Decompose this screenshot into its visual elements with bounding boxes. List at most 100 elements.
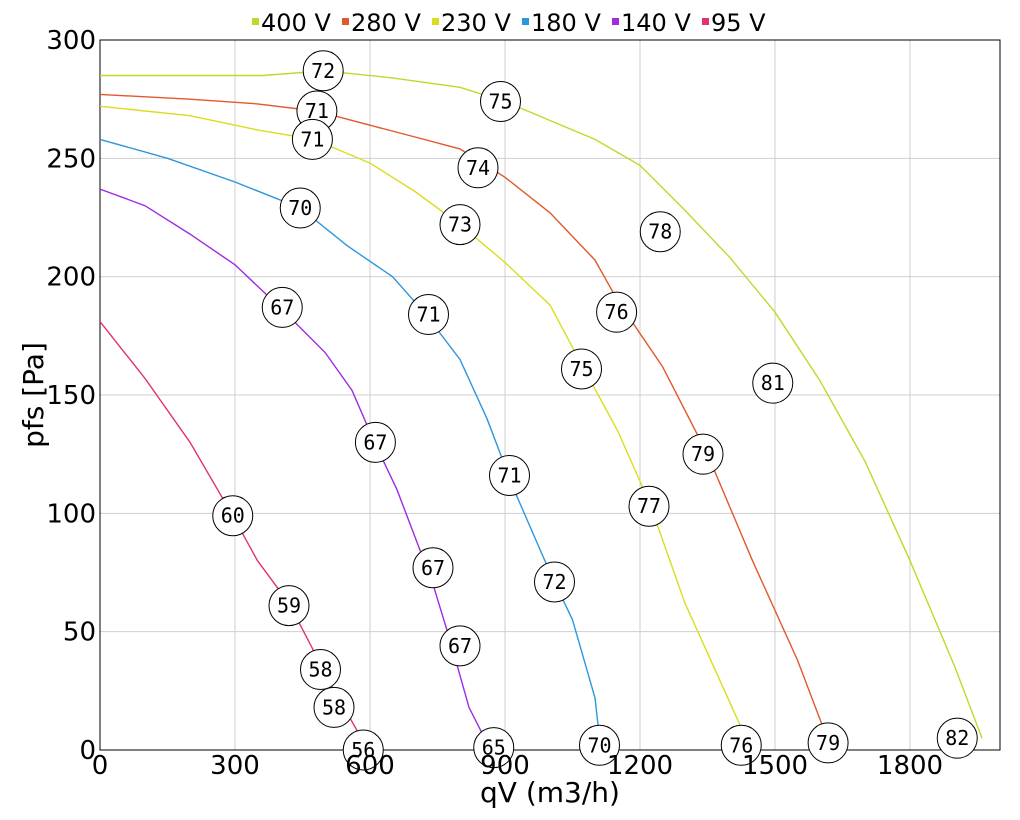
legend-label: 180 V xyxy=(531,9,601,37)
series-lines xyxy=(99,70,983,746)
data-label-value: 71 xyxy=(305,99,329,123)
data-label-circle xyxy=(300,649,341,691)
data-label-value: 77 xyxy=(637,494,661,518)
x-axis-title: qV (m3/h) xyxy=(480,776,620,809)
x-tick-label: 1200 xyxy=(607,751,673,781)
data-label-marker: 67 xyxy=(354,421,396,463)
data-label-circle xyxy=(579,724,620,766)
legend-label: 140 V xyxy=(621,9,691,37)
series-line-0 xyxy=(100,70,983,739)
data-label-value: 70 xyxy=(288,196,312,220)
data-label-marker: 79 xyxy=(807,722,849,764)
x-tick-label: 300 xyxy=(210,751,260,781)
data-label-value: 72 xyxy=(542,570,566,594)
y-tick-label: 300 xyxy=(46,26,96,56)
data-label-value: 60 xyxy=(221,504,245,528)
data-label-circle xyxy=(412,547,454,589)
series-line-4 xyxy=(99,188,488,744)
data-label-value: 70 xyxy=(587,733,611,757)
series-line-3 xyxy=(99,138,601,739)
data-label-value: 58 xyxy=(308,658,332,682)
data-label-circle xyxy=(439,204,481,246)
data-label-marker: 75 xyxy=(480,81,521,123)
y-axis-ticks: 0 50 100 150 200 250 300 xyxy=(46,26,96,766)
data-label-value: 71 xyxy=(300,127,324,151)
data-label-marker: 71 xyxy=(489,454,530,496)
data-label-marker: 74 xyxy=(457,147,499,189)
data-label-circle xyxy=(596,291,638,333)
data-label-marker: 70 xyxy=(279,187,321,229)
data-label-marker: 65 xyxy=(473,727,515,769)
data-label-marker: 72 xyxy=(302,50,344,92)
grid xyxy=(99,39,1000,751)
data-label-value: 58 xyxy=(322,695,346,719)
x-tick-label: 1500 xyxy=(742,751,808,781)
data-label-marker: 59 xyxy=(268,585,310,627)
data-label-value: 65 xyxy=(482,736,506,760)
data-label-marker: 67 xyxy=(412,547,454,589)
y-tick-label: 0 xyxy=(79,736,96,766)
y-tick-label: 250 xyxy=(46,144,96,174)
x-axis-ticks: 0 300 600 900 1200 1500 1800 xyxy=(92,751,943,781)
data-label-value: 59 xyxy=(277,594,301,618)
x-tick-label: 1800 xyxy=(877,751,943,781)
plot-frame xyxy=(99,39,1001,751)
legend-label: 280 V xyxy=(351,9,421,37)
data-label-circle xyxy=(628,485,670,527)
legend-swatch xyxy=(432,18,439,25)
legend-swatch xyxy=(342,18,349,25)
data-label-circle xyxy=(561,348,602,390)
data-label-circle xyxy=(212,495,254,537)
data-label-value: 71 xyxy=(416,303,440,327)
data-label-marker: 56 xyxy=(342,729,384,771)
data-label-circle xyxy=(291,118,333,160)
data-label-circle xyxy=(936,717,978,759)
data-label-marker: 67 xyxy=(439,625,481,667)
y-axis-title: pfs [Pa] xyxy=(17,342,50,448)
data-label-marker: 76 xyxy=(596,291,638,333)
data-label-marker: 58 xyxy=(300,649,341,691)
y-tick-label: 150 xyxy=(46,381,96,411)
series-line-1 xyxy=(99,93,826,732)
data-label-value: 67 xyxy=(421,556,445,580)
legend-swatch xyxy=(252,18,259,25)
series-line-2 xyxy=(99,105,749,744)
y-tick-label: 200 xyxy=(46,263,96,293)
data-label-circle xyxy=(489,454,530,496)
x-tick-label: 600 xyxy=(345,751,395,781)
data-label-marker: 67 xyxy=(261,286,303,328)
data-label-marker: 73 xyxy=(439,204,481,246)
data-label-value: 74 xyxy=(466,156,490,180)
legend-label: 400 V xyxy=(261,9,331,37)
data-label-circle xyxy=(279,187,321,229)
data-label-value: 78 xyxy=(648,220,672,244)
data-label-value: 75 xyxy=(488,90,512,114)
data-label-marker: 71 xyxy=(291,118,333,160)
data-label-value: 75 xyxy=(569,357,593,381)
data-label-marker: 70 xyxy=(579,724,620,766)
data-label-marker: 81 xyxy=(752,362,794,404)
data-label-circle xyxy=(313,686,355,728)
data-label-value: 79 xyxy=(691,442,715,466)
data-label-value: 81 xyxy=(761,371,785,395)
data-label-circle xyxy=(480,81,521,123)
data-label-marker: 72 xyxy=(534,561,575,603)
data-label-circle xyxy=(807,722,849,764)
data-label-value: 67 xyxy=(363,430,387,454)
data-label-marker: 60 xyxy=(212,495,254,537)
y-tick-label: 50 xyxy=(63,618,96,648)
data-label-marker: 71 xyxy=(408,294,449,336)
data-label-marker: 58 xyxy=(313,686,355,728)
y-tick-label: 100 xyxy=(46,499,96,529)
data-label-marker: 79 xyxy=(682,433,724,475)
data-label-marker: 77 xyxy=(628,485,670,527)
data-label-circle xyxy=(342,729,384,771)
data-label-circle xyxy=(354,421,396,463)
data-labels: 72 75 78 81 82 71 74 76 79 79 71 73 75 77 76 70 71 71 72 70… xyxy=(212,50,978,771)
legend-swatch xyxy=(522,18,529,25)
legend-swatch xyxy=(702,18,709,25)
legend: 400 V 280 V 230 V 180 V 140 V 95 V xyxy=(252,9,766,37)
data-label-circle xyxy=(408,294,449,336)
data-label-marker: 82 xyxy=(936,717,978,759)
data-label-circle xyxy=(639,211,681,253)
